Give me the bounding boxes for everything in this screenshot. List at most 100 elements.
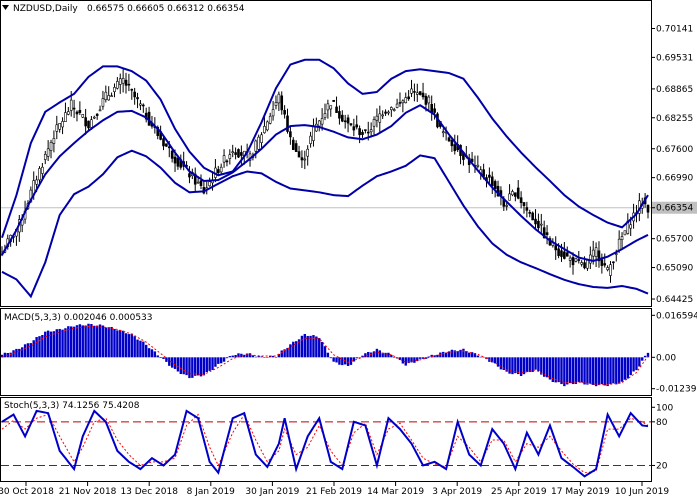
macd-bar (326, 352, 330, 358)
candle-body (617, 238, 621, 251)
candle-body (355, 124, 359, 128)
candle-body (283, 110, 286, 115)
macd-bar (217, 357, 220, 364)
macd-bar (64, 328, 67, 358)
candle-body (72, 107, 76, 110)
macd-bar (185, 357, 188, 376)
candle-body (121, 77, 125, 84)
macd-bar (205, 357, 208, 373)
candle-body (629, 224, 632, 229)
candle-body (545, 232, 549, 235)
macd-bar (332, 357, 335, 362)
macd-bar (421, 357, 425, 359)
macd-bar (505, 357, 508, 372)
candle-body (193, 173, 197, 185)
macd-bar (361, 355, 364, 358)
candle-body (620, 236, 624, 240)
candle-body (176, 157, 180, 167)
macd-bar (338, 357, 341, 365)
candle-body (349, 123, 353, 126)
candle-body (528, 212, 532, 214)
macd-bar (6, 353, 9, 358)
macd-bar (222, 357, 226, 362)
macd-bar (266, 357, 269, 358)
candle-body (320, 118, 324, 125)
macd-bar (413, 357, 416, 363)
candle-body (260, 134, 263, 143)
macd-bar (297, 339, 301, 358)
macd-bar (176, 357, 180, 372)
macd-bar (592, 357, 595, 385)
macd-bar (450, 349, 454, 358)
candle-body (35, 179, 38, 185)
macd-bar (620, 357, 624, 382)
triangle-down-icon[interactable] (2, 5, 9, 10)
macd-bar (369, 352, 373, 358)
stoch-marks (1, 409, 651, 478)
candle-body (372, 119, 376, 127)
macd-bar (646, 352, 650, 358)
candle-body (375, 115, 379, 121)
candle-body (594, 247, 598, 257)
candle-body (228, 154, 232, 159)
macd-bar (292, 341, 295, 358)
macd-pane[interactable] (0, 308, 652, 396)
macd-bar (87, 323, 90, 358)
macd-bar (459, 349, 462, 358)
macd-bar (18, 348, 21, 358)
macd-bar (404, 357, 407, 366)
macd-bar (436, 354, 439, 358)
macd-axis-label: 0.016594 (656, 311, 697, 321)
macd-bar (540, 357, 543, 375)
macd-bar (329, 357, 332, 359)
macd-bar (286, 347, 289, 358)
macd-bar (554, 357, 557, 383)
date-axis-label: 25 Apr 2019 (491, 487, 547, 497)
candle-body (49, 142, 53, 151)
candle-body (222, 155, 226, 163)
macd-bar (194, 357, 197, 376)
candle-body (384, 111, 387, 114)
candle-body (317, 120, 321, 127)
candle-body (107, 95, 111, 101)
stoch-pane[interactable] (0, 397, 652, 482)
macd-bar (407, 357, 410, 364)
candle-body (101, 98, 105, 107)
candle-body (237, 149, 240, 158)
macd-bar (378, 350, 381, 358)
candle-body (623, 230, 627, 236)
candle-body (188, 173, 191, 178)
macd-bar (234, 355, 237, 358)
candle-body (508, 193, 511, 201)
macd-bar (98, 324, 102, 358)
macd-bar (113, 329, 116, 358)
macd-bar (372, 351, 376, 358)
macd-bar (447, 351, 451, 358)
candle-body (378, 113, 382, 123)
candle-body (600, 259, 604, 266)
macd-bar (514, 357, 517, 374)
macd-bar (133, 336, 136, 358)
macd-bar (315, 336, 318, 358)
macd-bar (534, 357, 537, 370)
macd-bar (208, 357, 211, 371)
macd-bar (101, 325, 105, 358)
price-pane[interactable] (0, 0, 652, 307)
macd-bar (228, 356, 232, 358)
macd-bar (401, 357, 405, 364)
macd-bar (341, 357, 344, 366)
macd-bar (456, 351, 459, 358)
macd-bar (583, 357, 586, 385)
macd-bar (390, 354, 393, 358)
candle-body (118, 78, 122, 85)
macd-bar (202, 357, 206, 376)
macd-bar (196, 357, 200, 376)
macd-bar (32, 340, 35, 358)
candle-body (280, 95, 284, 111)
macd-bar (214, 357, 217, 367)
candle-body (263, 126, 266, 134)
macd-bar (577, 357, 580, 382)
macd-bar (219, 357, 223, 364)
stoch-axis-label: 80 (656, 418, 668, 428)
